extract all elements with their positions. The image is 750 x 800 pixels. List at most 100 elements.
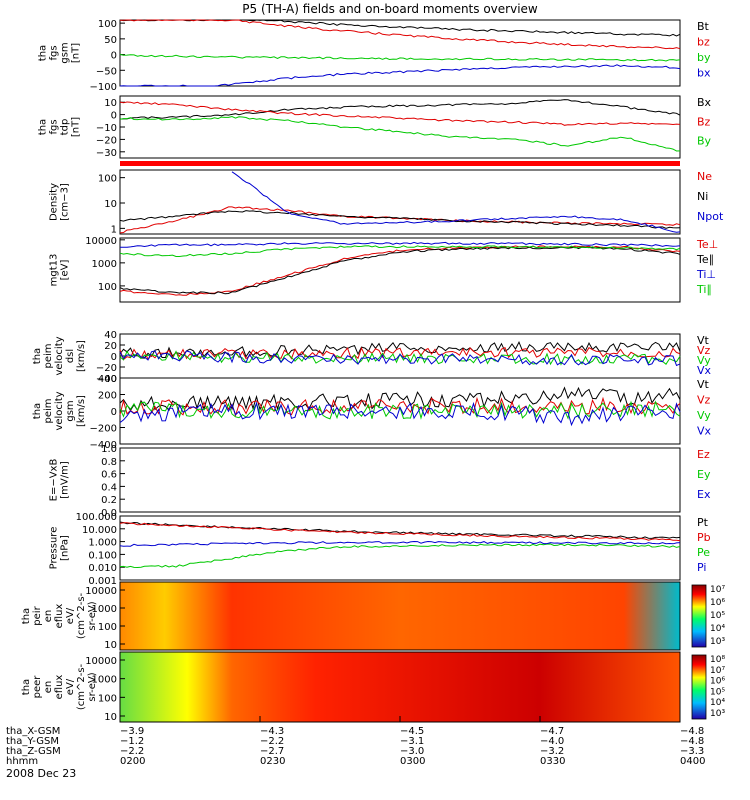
spectrogram-image: [120, 582, 680, 650]
legend-label-pe: Pe: [697, 546, 710, 559]
red-divider: [120, 161, 680, 166]
y-tick-label: −200: [90, 424, 117, 435]
axis-value: 0400: [680, 756, 705, 767]
series-line-bz: [119, 19, 681, 50]
y-tick-label: 400: [98, 374, 117, 385]
series-line-vt: [119, 341, 681, 359]
axis-value: −1.2: [120, 736, 144, 747]
y-axis-label: [nPa]: [60, 535, 71, 561]
panel-frame: [119, 515, 681, 581]
colorbar-tick-label: 10³: [710, 709, 725, 719]
y-tick-label: 0: [111, 111, 117, 122]
y-tick-label: 0: [111, 352, 117, 363]
series-line-te: [119, 245, 681, 296]
y-axis-label: gsm: [60, 42, 71, 63]
colorbar-tick-label: 10⁷: [710, 666, 725, 676]
legend-label-vy: Vy: [697, 354, 711, 367]
y-axis-label: [km/s]: [76, 395, 87, 427]
legend-label-vt: Vt: [697, 378, 710, 391]
legend-label-bx: Bx: [697, 96, 712, 109]
y-tick-label: 0.2: [101, 495, 117, 506]
y-tick-label: 0: [111, 407, 117, 418]
series-line-npot: [231, 171, 681, 233]
axis-row-label: hhmm: [6, 756, 38, 767]
axis-value: −3.0: [400, 746, 424, 757]
series-line-vz: [119, 346, 681, 361]
y-tick-label: −400: [90, 440, 117, 451]
y-axis-label: peim: [43, 398, 54, 423]
y-axis-label: tdp: [60, 119, 71, 136]
y-tick-label: 20: [104, 341, 117, 352]
y-tick-label: 100: [98, 622, 117, 633]
legend-label-ey: Ey: [697, 468, 711, 481]
legend-label-vx: Vx: [697, 364, 712, 377]
legend-label-vy: Vy: [697, 409, 711, 422]
series-line-pt: [119, 521, 681, 539]
y-tick-label: 1000: [92, 675, 117, 686]
axis-value: −3.3: [680, 746, 704, 757]
colorbar-tick-label: 10⁷: [710, 585, 725, 595]
panel-frame: [119, 447, 681, 513]
legend-label-bt: Bt: [697, 20, 710, 33]
y-tick-label: 10000: [85, 586, 117, 597]
legend-label-ne: Ne: [697, 170, 712, 183]
y-tick-label: −20: [96, 363, 117, 374]
y-tick-label: −50: [96, 66, 117, 77]
y-tick-label: 100: [98, 174, 117, 185]
y-tick-label: 0.0: [101, 508, 117, 519]
legend-label-vz: Vz: [697, 344, 711, 357]
series-line-pb: [119, 522, 681, 542]
axis-value: −3.1: [400, 736, 424, 747]
legend-label-ex: Ex: [697, 488, 711, 501]
legend-label-pt: Pt: [697, 516, 709, 529]
y-tick-label: 10.000: [82, 525, 117, 536]
series-line-te: [119, 246, 681, 295]
y-axis-label: mgt13: [49, 254, 60, 287]
legend-label-vt: Vt: [697, 334, 710, 347]
y-tick-label: 100.000: [76, 512, 117, 523]
y-axis-label: tha: [32, 348, 43, 364]
y-axis-label: Pressure: [49, 527, 60, 570]
y-tick-label: 100: [98, 282, 117, 293]
y-axis-label: velocity: [54, 391, 65, 430]
y-axis-label: [nT]: [71, 43, 82, 63]
y-axis-label: tha: [38, 119, 49, 135]
y-tick-label: 100: [98, 19, 117, 30]
series-line-bx: [119, 99, 681, 120]
legend-label-pi: Pi: [697, 561, 706, 574]
date-label: 2008 Dec 23: [6, 767, 76, 780]
series-line-ni: [119, 210, 681, 229]
y-axis-label: [cm−3]: [60, 183, 71, 221]
series-line-pe: [119, 543, 681, 569]
panel-frame: [119, 19, 681, 87]
y-axis-label: eflux: [54, 604, 65, 629]
y-tick-label: 0.4: [101, 482, 117, 493]
y-axis-label: peir: [32, 605, 43, 625]
legend-label-vz: Vz: [697, 394, 711, 407]
y-tick-label: 10: [104, 98, 117, 109]
axis-value: 0300: [400, 756, 425, 767]
legend-label-by: By: [697, 135, 712, 148]
y-axis-label: E=−VxB: [49, 459, 60, 502]
colorbar: [691, 654, 707, 720]
y-axis-label: Density: [49, 183, 60, 221]
y-tick-label: 0.001: [88, 576, 117, 587]
axis-value: −3.9: [120, 726, 144, 737]
y-axis-label: [eV]: [60, 260, 71, 281]
spectrogram-image: [120, 652, 680, 722]
axis-value: −4.8: [680, 736, 704, 747]
colorbar: [691, 584, 707, 648]
axis-row-label: tha_X-GSM: [6, 726, 60, 737]
y-tick-label: −30: [96, 148, 117, 159]
y-tick-label: 0.6: [101, 470, 117, 481]
y-axis-label: fgs: [49, 119, 60, 134]
axis-value: −4.0: [540, 736, 564, 747]
series-line-ti: [119, 245, 681, 257]
axis-value: 0230: [260, 756, 285, 767]
y-axis-label: peim: [43, 343, 54, 368]
y-axis-label: dsl: [65, 349, 76, 363]
colorbar-tick-label: 10⁶: [710, 677, 725, 687]
y-axis-label: (cm^2-s-: [76, 663, 87, 710]
series-line-pi: [119, 540, 681, 547]
y-axis-label: sr-eV): [87, 672, 98, 701]
